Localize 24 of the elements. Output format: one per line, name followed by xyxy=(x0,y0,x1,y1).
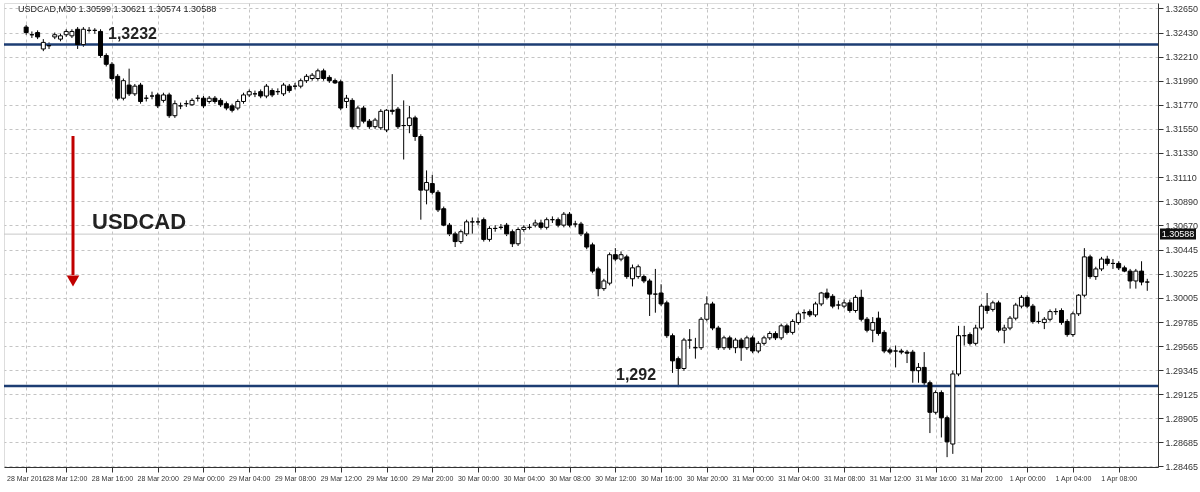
y-tick-label: 1.29345 xyxy=(1165,365,1199,376)
y-tick-label: 1.31330 xyxy=(1165,148,1199,159)
y-tick-label: 1.32210 xyxy=(1165,52,1199,63)
y-tick-label: 1.29125 xyxy=(1165,389,1199,400)
y-tick-label: 1.30225 xyxy=(1165,269,1199,280)
y-tick-label: 1.31990 xyxy=(1165,76,1199,87)
y-tick-label: 1.31550 xyxy=(1165,124,1199,135)
y-tick-label: 1.30445 xyxy=(1165,245,1199,256)
y-tick-label: 1.28685 xyxy=(1165,437,1199,448)
y-tick-label: 1.31110 xyxy=(1165,172,1197,183)
y-tick-label: 1.30890 xyxy=(1165,196,1199,207)
y-tick-label: 1.28905 xyxy=(1165,413,1199,424)
y-tick-label: 1.32430 xyxy=(1165,28,1199,39)
ref-line-label: 1,3232 xyxy=(108,24,158,42)
y-tick-label: 1.30005 xyxy=(1165,293,1199,304)
y-tick-label: 1.29785 xyxy=(1165,317,1199,328)
y-tick-label: 1.29565 xyxy=(1165,341,1199,352)
chart-title: USDCAD,M30 1.30599 1.30621 1.30574 1.30588 xyxy=(18,4,217,14)
ref-line-label: 1.30588 xyxy=(1161,229,1195,240)
ref-line-label: 1,292 xyxy=(616,366,657,384)
y-tick-label: 1.28465 xyxy=(1165,461,1199,472)
annotation: USDCAD xyxy=(92,209,187,234)
y-tick-label: 1.31770 xyxy=(1165,100,1199,111)
y-tick-label: 1.32650 xyxy=(1165,3,1199,14)
